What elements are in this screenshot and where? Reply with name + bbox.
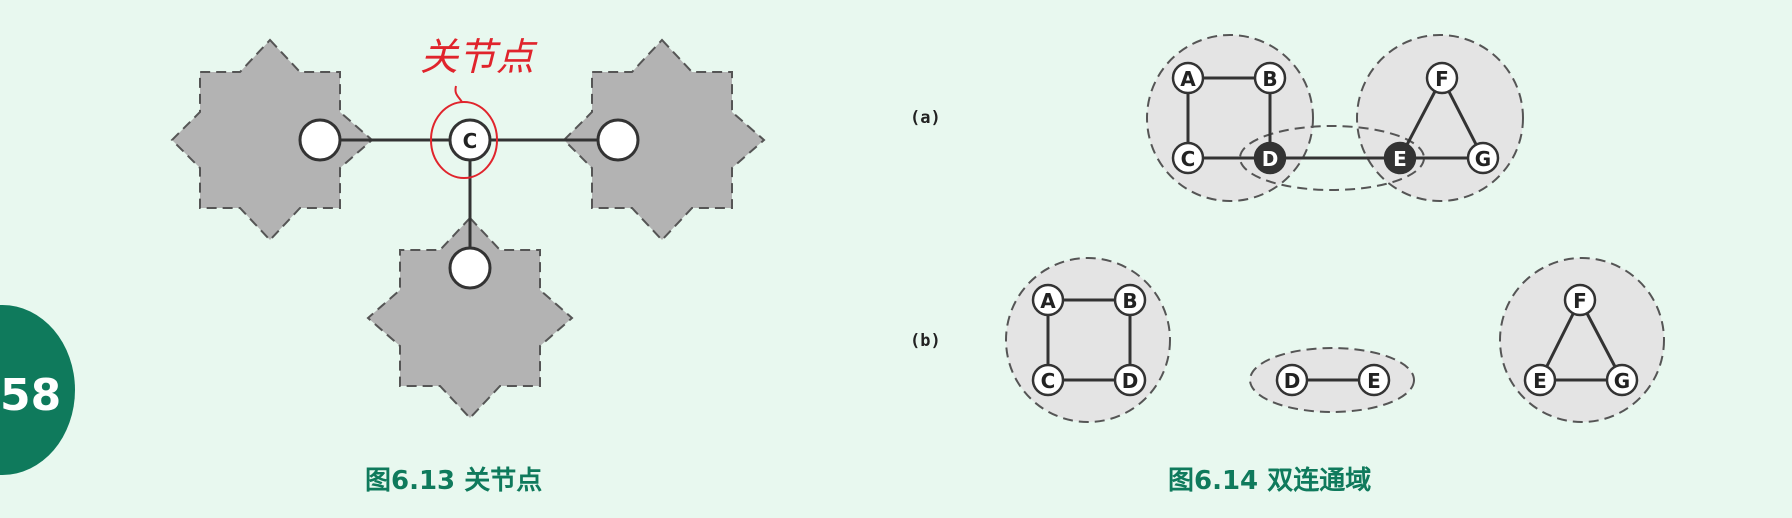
node-a-E: E bbox=[1383, 141, 1417, 175]
figure-caption-6-13: 图6.13 关节点 bbox=[365, 466, 543, 496]
node-a-D: D bbox=[1253, 141, 1287, 175]
node-b3-E: E bbox=[1523, 363, 1557, 397]
node-b1-D-label: D bbox=[1122, 369, 1139, 393]
node-b1-B: B bbox=[1113, 283, 1147, 317]
node-b1-C-label: C bbox=[1041, 369, 1056, 393]
node-b3-F: F bbox=[1563, 283, 1597, 317]
node-a-F: F bbox=[1425, 61, 1459, 95]
node-b1-D: D bbox=[1113, 363, 1147, 397]
node-b1-C: C bbox=[1031, 363, 1065, 397]
component-abcd-a bbox=[1146, 34, 1314, 202]
component-efg-a bbox=[1356, 34, 1524, 202]
node-b2-E-label: E bbox=[1367, 369, 1381, 393]
node-c bbox=[448, 118, 492, 162]
node-a-C-label: C bbox=[1181, 147, 1196, 171]
biconnected-figure: A B C D E F G A B C D D E F E G bbox=[1005, 34, 1665, 423]
node-a-G-label: G bbox=[1475, 147, 1491, 171]
annotation-pointer bbox=[454, 85, 463, 103]
node-right bbox=[596, 118, 640, 162]
node-a-E-label: E bbox=[1393, 147, 1407, 171]
node-b3-G-label: G bbox=[1614, 369, 1630, 393]
node-c-label: C bbox=[463, 129, 478, 153]
component-abcd-b bbox=[1005, 257, 1171, 423]
node-b1-A-label: A bbox=[1040, 289, 1056, 313]
region-right bbox=[562, 38, 766, 242]
node-b2-E: E bbox=[1357, 363, 1391, 397]
node-a-B-label: B bbox=[1262, 67, 1277, 91]
node-b1-B-label: B bbox=[1122, 289, 1137, 313]
node-a-B: B bbox=[1253, 61, 1287, 95]
node-a-G: G bbox=[1466, 141, 1500, 175]
page-number: 58 bbox=[0, 370, 62, 421]
node-a-D-label: D bbox=[1262, 147, 1279, 171]
node-b1-A: A bbox=[1031, 283, 1065, 317]
node-b3-E-label: E bbox=[1533, 369, 1547, 393]
figure-caption-6-14: 图6.14 双连通域 bbox=[1168, 466, 1372, 496]
panel-label-a: (a) bbox=[910, 108, 941, 128]
annotation-circle bbox=[430, 101, 498, 179]
panel-label-b: (b) bbox=[910, 331, 941, 351]
node-a-A: A bbox=[1171, 61, 1205, 95]
node-bottom bbox=[448, 246, 492, 290]
node-b2-D-label: D bbox=[1284, 369, 1301, 393]
region-left bbox=[170, 38, 374, 242]
region-bottom bbox=[366, 216, 574, 420]
node-a-C: C bbox=[1171, 141, 1205, 175]
node-a-A-label: A bbox=[1180, 67, 1196, 91]
articulation-point-figure: C 关节点 bbox=[170, 35, 766, 420]
node-b3-G: G bbox=[1605, 363, 1639, 397]
node-left bbox=[298, 118, 342, 162]
node-b2-D: D bbox=[1275, 363, 1309, 397]
node-b3-F-label: F bbox=[1573, 289, 1587, 313]
annotation-text: 关节点 bbox=[420, 35, 538, 79]
component-efg-b bbox=[1499, 257, 1665, 423]
node-a-F-label: F bbox=[1435, 67, 1449, 91]
